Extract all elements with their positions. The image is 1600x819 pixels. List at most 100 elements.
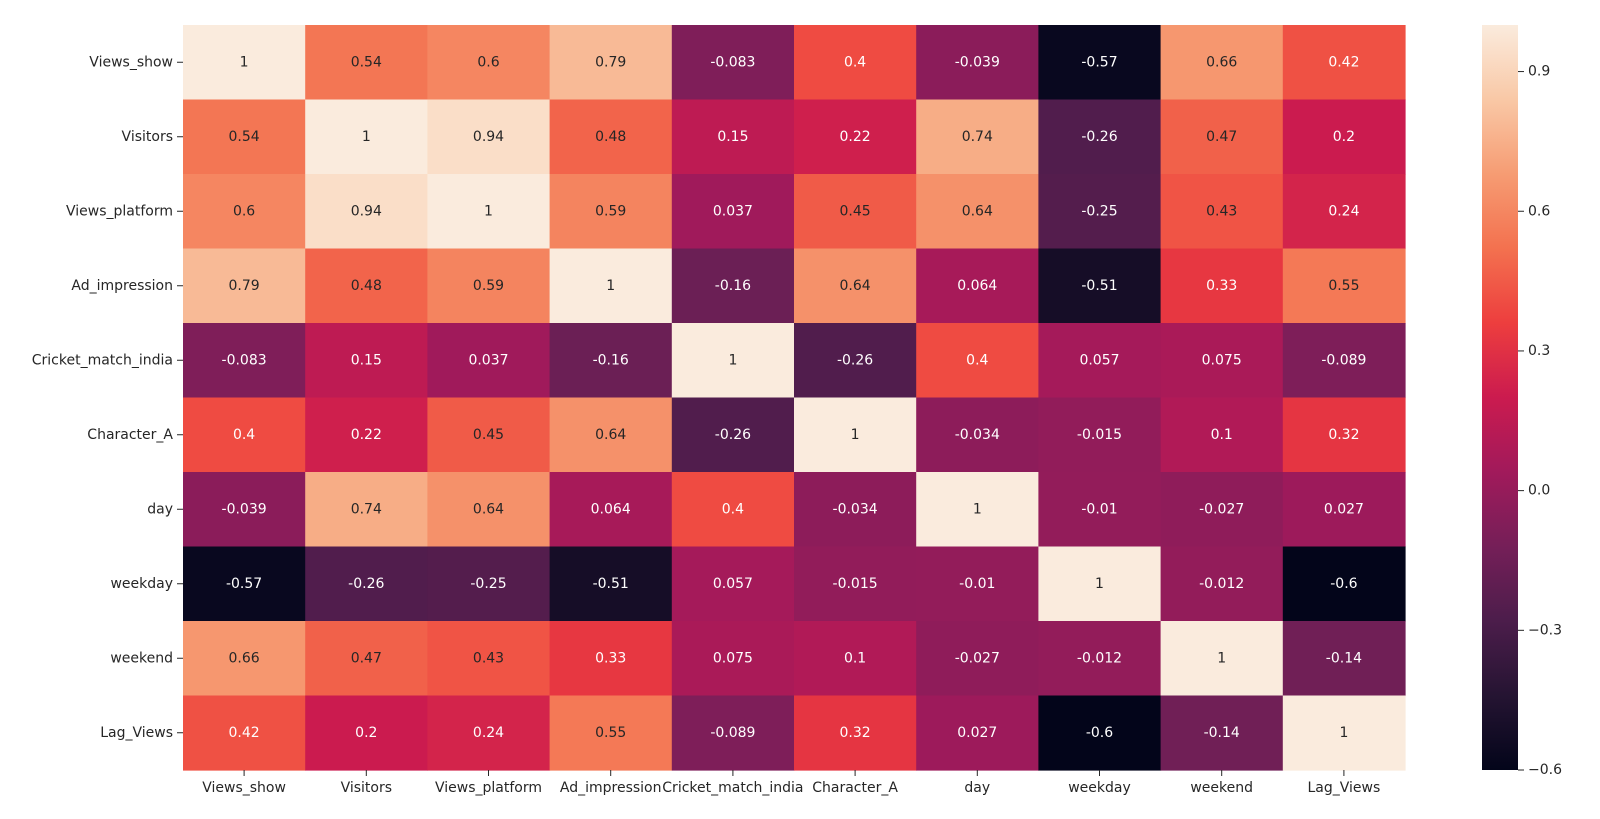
colorbar-tick-label: 0.0 [1528, 483, 1550, 499]
cell-value-label: 1 [606, 278, 615, 294]
heatmap-cell-views-platform-visitors [305, 174, 428, 250]
heatmap-cell-ad-impression-weekday [1038, 248, 1162, 324]
heatmap-cell-weekday-lag-views [1282, 546, 1406, 622]
heatmap-cell-day-ad-impression [549, 472, 673, 548]
heatmap-cell-cricket-match-india-views-platform [427, 323, 551, 399]
cell-value-label: 0.027 [957, 725, 997, 741]
heatmap-cell-lag-views-cricket-match-india [671, 695, 795, 771]
cell-value-label: 0.55 [1328, 278, 1359, 294]
cell-value-label: 0.79 [229, 278, 260, 294]
heatmap-cell-day-day [916, 472, 1039, 548]
heatmap-cell-ad-impression-views-platform [427, 248, 551, 324]
heatmap-cell-day-weekday [1038, 472, 1162, 548]
heatmap-cell-weekend-day [916, 621, 1039, 697]
heatmap-cell-lag-views-views-show [183, 695, 306, 771]
heatmap-cell-weekend-ad-impression [549, 621, 673, 697]
heatmap-cell-character-a-views-show [183, 397, 306, 473]
heatmap-cell-views-show-weekend [1160, 25, 1284, 101]
heatmap-cell-ad-impression-weekend [1160, 248, 1284, 324]
heatmap-cell-lag-views-day [916, 695, 1039, 771]
heatmap-cell-cricket-match-india-character-a [794, 323, 917, 399]
cell-value-label: 0.4 [233, 427, 255, 443]
cell-value-label: 0.47 [351, 650, 382, 666]
cell-value-label: 1 [1095, 576, 1104, 592]
cell-value-label: -0.16 [593, 352, 629, 368]
cell-value-label: -0.57 [1081, 54, 1117, 70]
cell-value-label: 1 [362, 129, 371, 145]
heatmap-cell-character-a-cricket-match-india [671, 397, 795, 473]
cell-value-label: 0.1 [844, 650, 866, 666]
cell-value-label: 0.55 [595, 725, 626, 741]
heatmap-cell-views-platform-weekday [1038, 174, 1162, 250]
cell-value-label: 0.4 [722, 501, 744, 517]
y-axis-label-ad-impression: Ad_impression [71, 278, 173, 294]
x-axis-labels: Views_show Visitors Views_platform Ad_impre… [202, 770, 1380, 796]
cell-value-label: 0.74 [351, 501, 382, 517]
cell-value-label: 0.6 [233, 203, 255, 219]
cell-value-label: 0.2 [355, 725, 377, 741]
cell-value-label: -0.027 [955, 650, 1000, 666]
cell-value-label: 0.22 [351, 427, 382, 443]
y-axis-label-views-platform: Views_platform [66, 203, 173, 219]
heatmap-cell-ad-impression-cricket-match-india [671, 248, 795, 324]
x-axis-label-character-a: Character_A [812, 780, 898, 796]
cell-value-label: -0.039 [222, 501, 267, 517]
cell-value-label: 0.64 [595, 427, 626, 443]
cell-value-label: 0.54 [351, 54, 382, 70]
cell-value-label: -0.26 [348, 576, 384, 592]
heatmap-cell-weekend-views-platform [427, 621, 551, 697]
heatmap-cell-views-show-day [916, 25, 1039, 101]
cell-value-label: 1 [973, 501, 982, 517]
cell-value-label: 1 [240, 54, 249, 70]
cell-value-label: 0.43 [473, 650, 504, 666]
cell-value-label: 0.037 [468, 352, 508, 368]
heatmap-cell-views-show-views-show [183, 25, 306, 101]
cell-value-label: 0.48 [595, 129, 626, 145]
cell-value-label: -0.015 [833, 576, 878, 592]
cell-value-label: 0.42 [229, 725, 260, 741]
cell-value-label: -0.015 [1077, 427, 1122, 443]
x-axis-label-views-show: Views_show [202, 780, 286, 796]
cell-value-label: -0.25 [1081, 203, 1117, 219]
cell-value-label: -0.034 [955, 427, 1000, 443]
heatmap-cell-lag-views-character-a [794, 695, 917, 771]
cell-value-label: -0.14 [1204, 725, 1240, 741]
cell-value-label: 0.037 [713, 203, 753, 219]
heatmap-cell-character-a-weekday [1038, 397, 1162, 473]
heatmap-cell-visitors-views-show [183, 99, 306, 175]
heatmap-cell-character-a-visitors [305, 397, 428, 473]
y-axis-label-views-show: Views_show [89, 54, 173, 70]
heatmap-cell-lag-views-weekend [1160, 695, 1284, 771]
heatmap-cell-lag-views-views-platform [427, 695, 551, 771]
cell-value-label: 0.79 [595, 54, 626, 70]
heatmap-cell-ad-impression-lag-views [1282, 248, 1406, 324]
heatmap-cell-weekend-lag-views [1282, 621, 1406, 697]
heatmap-cell-ad-impression-day [916, 248, 1039, 324]
heatmap-cell-character-a-ad-impression [549, 397, 673, 473]
cell-value-label: 0.075 [713, 650, 753, 666]
heatmap-cell-day-character-a [794, 472, 917, 548]
cell-value-label: 0.48 [351, 278, 382, 294]
cell-value-label: 0.59 [473, 278, 504, 294]
cell-value-label: -0.26 [715, 427, 751, 443]
heatmap-cell-ad-impression-views-show [183, 248, 306, 324]
cell-value-label: -0.01 [959, 576, 995, 592]
heatmap-cell-visitors-weekend [1160, 99, 1284, 175]
heatmap-cell-views-platform-lag-views [1282, 174, 1406, 250]
y-axis-label-character-a: Character_A [87, 427, 173, 443]
heatmap-cell-ad-impression-character-a [794, 248, 917, 324]
cell-value-label: 0.24 [1328, 203, 1359, 219]
cell-value-label: -0.083 [222, 352, 267, 368]
cell-value-label: 0.74 [962, 129, 993, 145]
cell-value-label: 0.64 [473, 501, 504, 517]
heatmap-cell-views-platform-weekend [1160, 174, 1284, 250]
cell-value-label: -0.14 [1326, 650, 1362, 666]
cell-value-label: 0.94 [473, 129, 504, 145]
cell-value-label: 0.027 [1324, 501, 1364, 517]
colorbar [1482, 25, 1518, 770]
cell-value-label: -0.083 [710, 54, 755, 70]
cell-value-label: 0.32 [840, 725, 871, 741]
heatmap-cell-visitors-character-a [794, 99, 917, 175]
heatmap-cell-lag-views-weekday [1038, 695, 1162, 771]
heatmap-cell-cricket-match-india-visitors [305, 323, 428, 399]
